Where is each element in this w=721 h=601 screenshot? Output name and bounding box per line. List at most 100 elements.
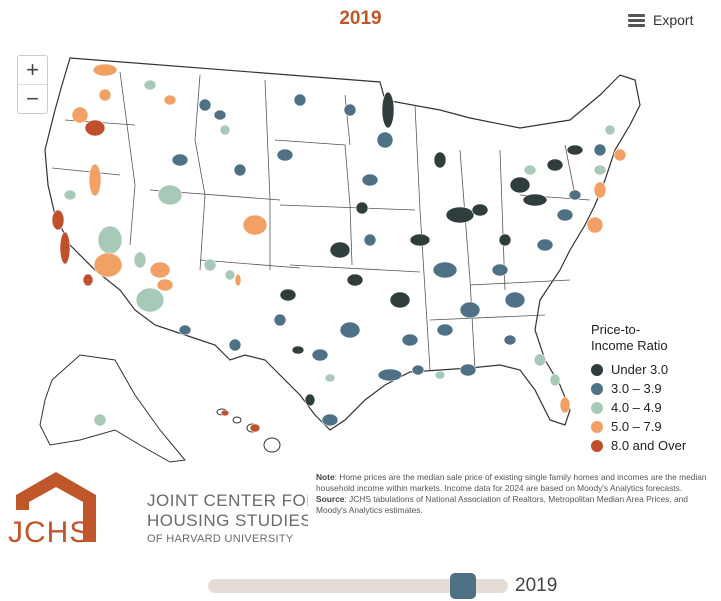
legend-swatch-4-to-4-9	[591, 401, 603, 414]
metro-area[interactable]	[198, 98, 212, 112]
zoom-out-button[interactable]: −	[18, 84, 47, 113]
metro-area[interactable]	[59, 231, 71, 265]
metro-area[interactable]	[546, 158, 564, 172]
hamburger-menu-icon	[628, 13, 645, 27]
metro-area[interactable]	[355, 201, 369, 215]
metro-area[interactable]	[434, 370, 446, 380]
metro-area[interactable]	[178, 324, 192, 336]
metro-area[interactable]	[586, 216, 604, 234]
metro-area[interactable]	[523, 164, 537, 176]
metro-area[interactable]	[593, 181, 607, 199]
metro-area[interactable]	[436, 323, 454, 337]
metro-area[interactable]	[377, 368, 403, 382]
metro-area[interactable]	[409, 233, 431, 247]
metro-area[interactable]	[498, 233, 512, 247]
metro-area[interactable]	[381, 91, 395, 129]
legend-item[interactable]: 8.0 and Over	[591, 436, 686, 455]
legend-swatch-8-and-over	[591, 439, 603, 452]
metro-area[interactable]	[432, 261, 458, 279]
metro-area[interactable]	[156, 278, 174, 292]
zoom-in-button[interactable]: +	[26, 57, 39, 82]
metro-area[interactable]	[361, 173, 379, 187]
metro-area[interactable]	[389, 291, 411, 309]
metro-area[interactable]	[604, 124, 616, 136]
metro-area[interactable]	[234, 273, 242, 287]
metro-area[interactable]	[163, 94, 177, 106]
metro-area[interactable]	[556, 208, 574, 222]
metro-area[interactable]	[219, 124, 231, 136]
metro-area[interactable]	[133, 251, 147, 269]
metro-area[interactable]	[411, 364, 425, 376]
metro-area[interactable]	[228, 338, 242, 352]
metro-area[interactable]	[291, 345, 305, 355]
metro-area[interactable]	[171, 153, 189, 167]
metro-area[interactable]	[84, 119, 106, 137]
metro-area[interactable]	[224, 269, 236, 281]
metro-area[interactable]	[63, 189, 77, 201]
legend-item[interactable]: 4.0 – 4.9	[591, 398, 686, 417]
metro-area[interactable]	[157, 184, 183, 206]
metro-area[interactable]	[339, 321, 361, 339]
zoom-controls: + −	[17, 55, 48, 114]
metro-area[interactable]	[93, 252, 123, 278]
metro-area[interactable]	[88, 163, 102, 197]
metro-area[interactable]	[92, 63, 118, 77]
metro-area[interactable]	[51, 209, 65, 231]
metro-area[interactable]	[593, 143, 607, 157]
metro-area[interactable]	[491, 263, 509, 277]
metro-area[interactable]	[97, 225, 123, 255]
metro-area[interactable]	[311, 348, 329, 362]
metro-area[interactable]	[566, 144, 584, 156]
metro-area[interactable]	[536, 238, 554, 252]
metro-area[interactable]	[276, 148, 294, 162]
metro-area[interactable]	[343, 103, 357, 117]
metro-area[interactable]	[533, 353, 547, 367]
metro-area[interactable]	[293, 93, 307, 107]
metro-area[interactable]	[549, 373, 561, 387]
metro-area[interactable]	[593, 164, 607, 176]
metro-area[interactable]	[273, 313, 287, 327]
metro-area[interactable]	[522, 193, 548, 207]
metro-area[interactable]	[613, 148, 627, 162]
metro-area[interactable]	[279, 288, 297, 302]
metro-area[interactable]	[324, 373, 336, 383]
metro-area[interactable]	[346, 273, 364, 287]
metro-area[interactable]	[249, 423, 261, 433]
metro-area[interactable]	[82, 273, 94, 287]
metro-area[interactable]	[203, 258, 217, 272]
legend-item[interactable]: Under 3.0	[591, 360, 686, 379]
metro-area[interactable]	[304, 393, 316, 407]
metro-area[interactable]	[401, 333, 419, 347]
metro-area[interactable]	[509, 176, 531, 194]
metro-area[interactable]	[233, 163, 247, 177]
metro-area[interactable]	[376, 131, 394, 149]
metro-area[interactable]	[98, 88, 112, 102]
metro-area[interactable]	[149, 261, 171, 279]
metro-area[interactable]	[559, 396, 571, 414]
legend-item[interactable]: 3.0 – 3.9	[591, 379, 686, 398]
metro-area[interactable]	[445, 206, 475, 224]
metro-area[interactable]	[568, 189, 582, 201]
legend-item[interactable]: 5.0 – 7.9	[591, 417, 686, 436]
export-button[interactable]: Export	[628, 12, 693, 28]
metro-area[interactable]	[242, 214, 268, 236]
metro-area[interactable]	[71, 106, 89, 124]
metro-area[interactable]	[329, 241, 351, 259]
metro-area[interactable]	[321, 413, 339, 427]
metro-area[interactable]	[471, 203, 489, 217]
metro-area[interactable]	[143, 79, 157, 91]
year-slider-thumb[interactable]	[450, 573, 476, 599]
metro-area[interactable]	[135, 287, 165, 313]
metro-area[interactable]	[433, 151, 447, 169]
metro-area[interactable]	[504, 291, 526, 309]
metro-area[interactable]	[363, 233, 377, 247]
metro-area[interactable]	[213, 109, 227, 121]
metro-area[interactable]	[503, 334, 517, 346]
metro-area[interactable]	[459, 301, 481, 319]
metro-area[interactable]	[459, 363, 477, 377]
metro-area[interactable]	[220, 409, 230, 417]
metro-area[interactable]	[93, 413, 107, 427]
legend-title: Price-to-Income Ratio	[591, 322, 668, 353]
year-slider-track[interactable]	[208, 573, 508, 599]
